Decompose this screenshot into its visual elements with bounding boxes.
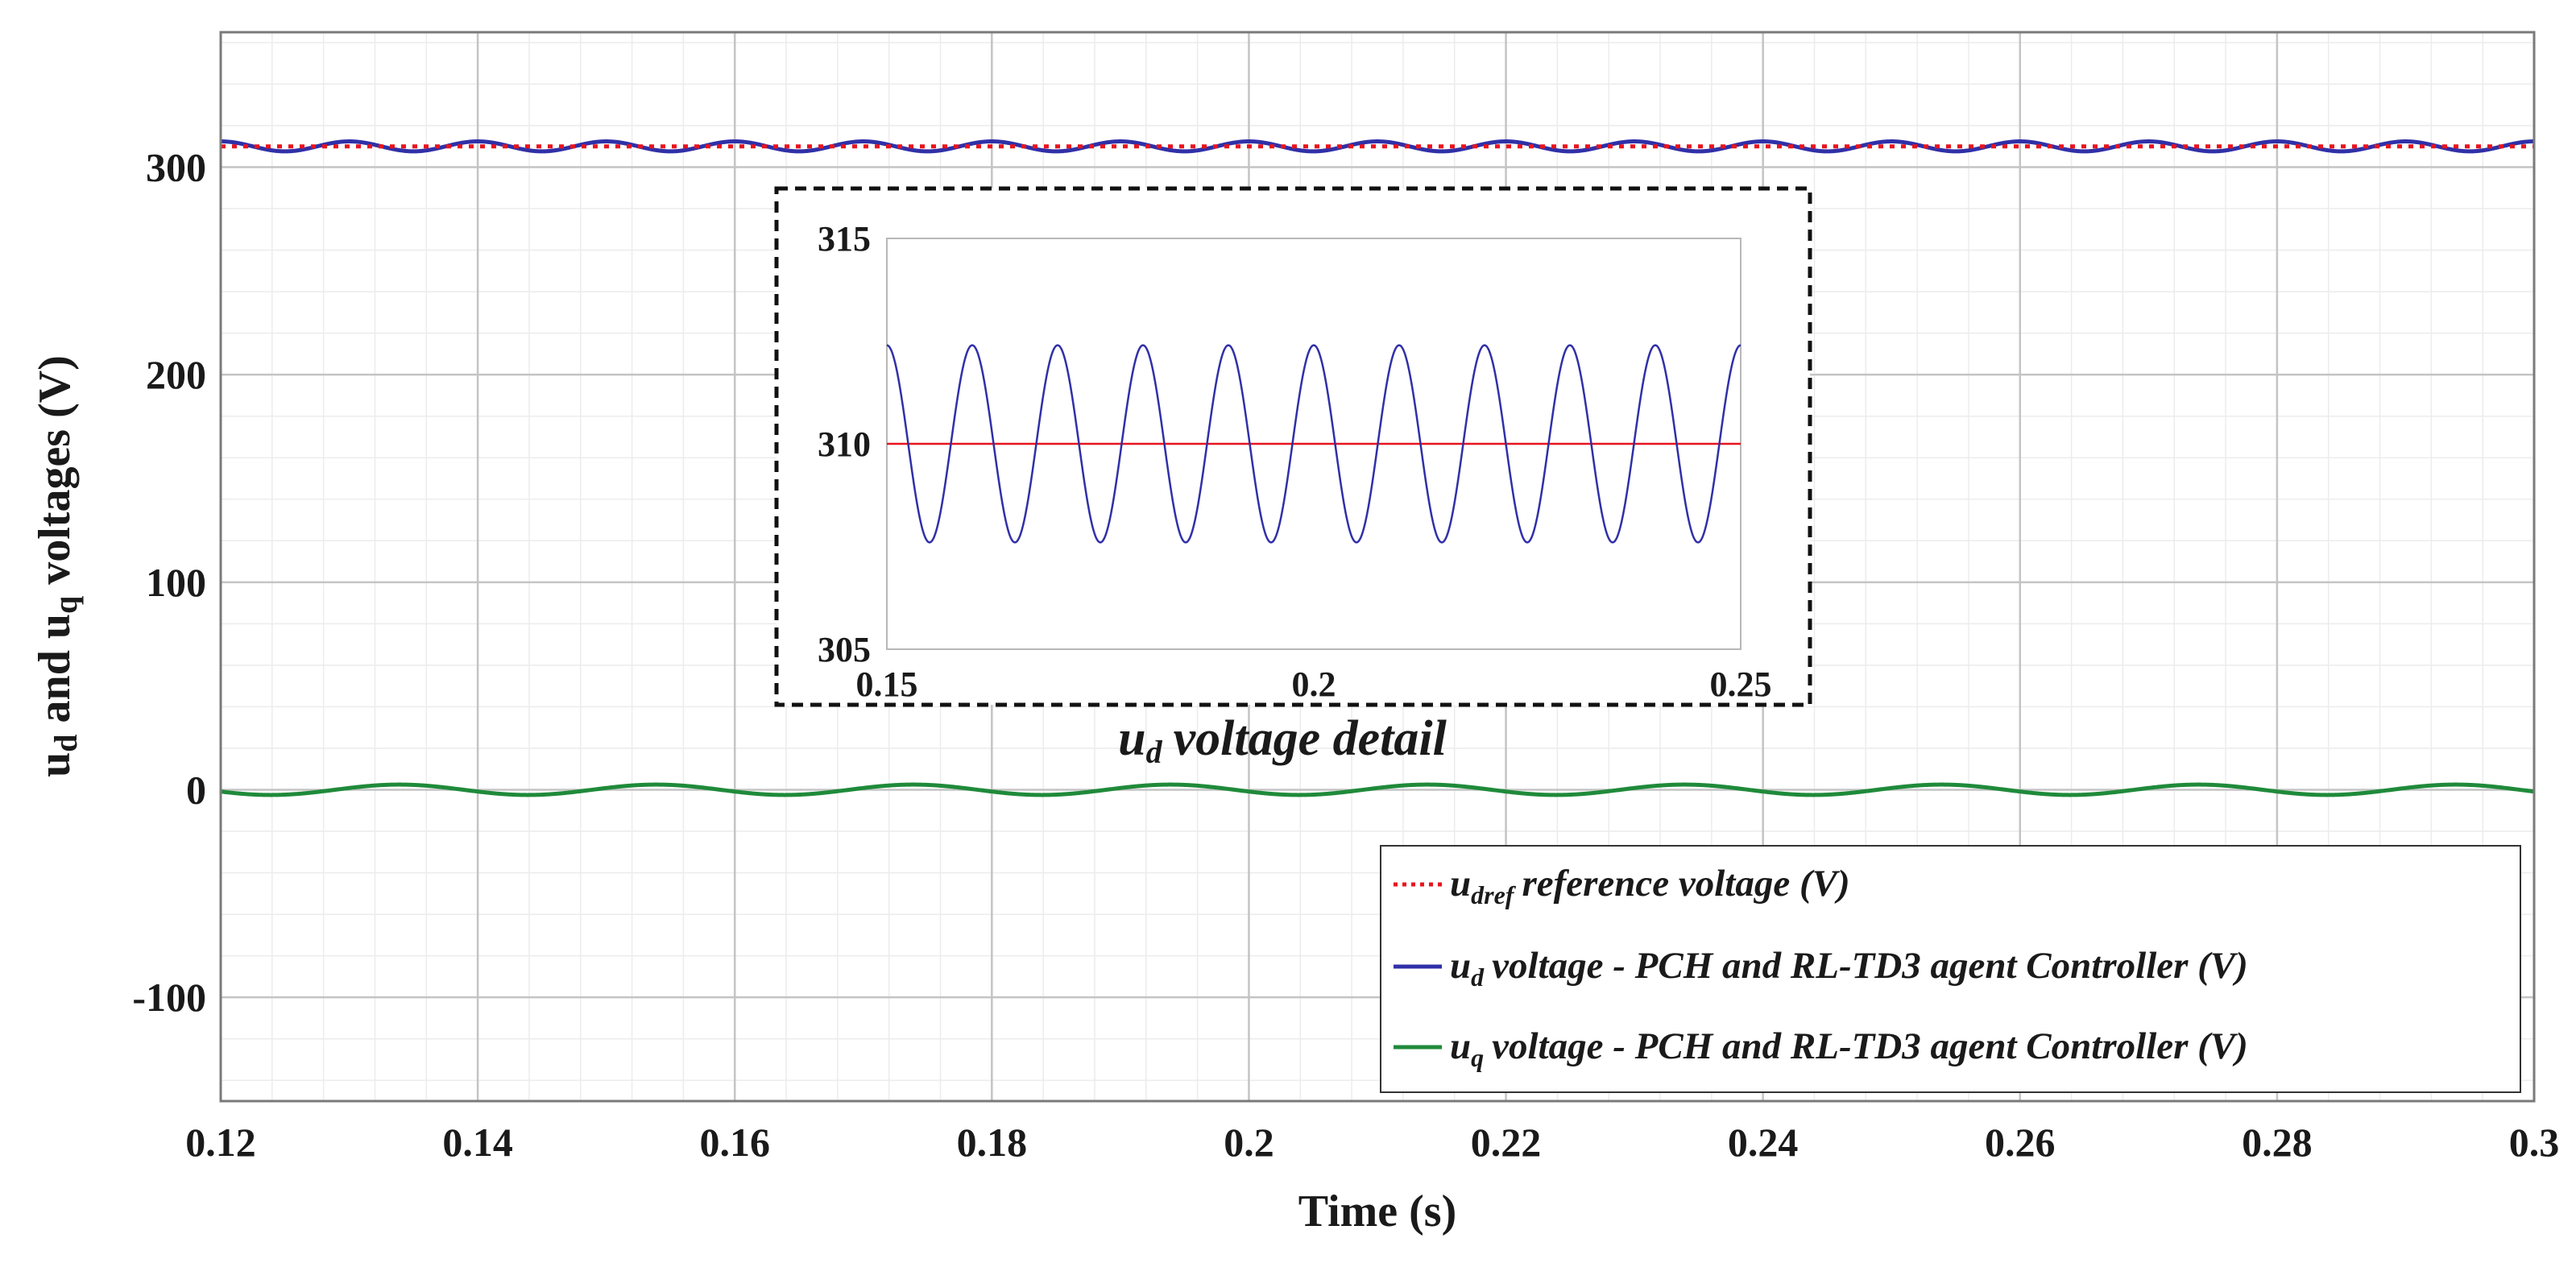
y-axis-label-rest: voltages (V) <box>30 355 80 596</box>
y-tick-label: 200 <box>146 352 206 397</box>
inset-y-tick-label: 315 <box>818 219 871 259</box>
inset-y-tick-label: 310 <box>818 424 871 464</box>
x-tick-labels: 0.12 0.14 0.16 0.18 0.2 0.22 0.24 0.26 0.28 0.3 <box>185 1120 2559 1165</box>
x-tick-label: 0.2 <box>1224 1120 1274 1165</box>
main-series <box>220 139 2535 797</box>
plot-area-frame <box>219 31 2536 1103</box>
x-tick-label: 0.3 <box>2509 1120 2560 1165</box>
legend-udref-rest: reference voltage (V) <box>1522 863 1849 905</box>
legend-box <box>1380 845 2521 1093</box>
y-axis-label-and: and u <box>30 614 80 734</box>
legend-ud-rest: voltage - PCH and RL-TD3 agent Controlle… <box>1492 945 2248 987</box>
inset-caption: ud voltage detail <box>1118 711 1447 770</box>
inset-x-tick-labels: 0.15 0.2 0.25 <box>856 665 1772 704</box>
x-tick-label: 0.16 <box>699 1120 770 1165</box>
legend-ud-main: u <box>1450 945 1471 987</box>
x-tick-label: 0.22 <box>1471 1120 1542 1165</box>
legend-ud-sub: d <box>1471 963 1485 992</box>
y-tick-label: 100 <box>146 560 206 605</box>
x-tick-label: 0.18 <box>957 1120 1028 1165</box>
x-tick-label: 0.26 <box>1985 1120 2056 1165</box>
x-tick-label: 0.12 <box>185 1120 256 1165</box>
inset-caption-sub: d <box>1146 734 1163 770</box>
inset-x-tick-label: 0.2 <box>1292 665 1336 704</box>
y-axis-label-u: u <box>30 752 80 777</box>
inset-series <box>886 344 1741 544</box>
series-line-ud_voltage <box>220 139 2535 154</box>
y-tick-label: -100 <box>132 975 206 1020</box>
x-tick-label: 0.24 <box>1728 1120 1799 1165</box>
inset-detail: 0.15 0.2 0.25 305 310 315 ud voltage detail <box>774 186 1812 770</box>
inset-caption-rest: voltage detail <box>1174 711 1447 766</box>
legend: udref reference voltage (V) ud voltage - P… <box>1380 845 2521 1093</box>
legend-entry-udref: udref reference voltage (V) <box>1450 863 1850 909</box>
inset-y-tick-labels: 305 310 315 <box>818 219 871 669</box>
legend-uq-sub: q <box>1471 1043 1484 1072</box>
y-axis-label-sub-q: q <box>48 596 84 614</box>
legend-udref-sub: dref <box>1471 880 1517 909</box>
inset-series-line-ud_voltage <box>886 344 1741 544</box>
y-axis-label-sub-d: d <box>48 734 84 752</box>
series-line-uq_voltage <box>220 782 2535 797</box>
x-tick-label: 0.14 <box>442 1120 513 1165</box>
legend-entry-uq: uq voltage - PCH and RL-TD3 agent Control… <box>1450 1025 2248 1072</box>
x-axis-label: Time (s) <box>1298 1186 1457 1236</box>
x-tick-label: 0.28 <box>2242 1120 2313 1165</box>
y-axis-label: ud and uq voltages (V) <box>30 355 84 777</box>
legend-entry-ud: ud voltage - PCH and RL-TD3 agent Control… <box>1450 945 2248 992</box>
y-tick-labels: -100 0 100 200 300 <box>132 144 206 1020</box>
y-tick-label: 0 <box>186 767 206 812</box>
legend-uq-rest: voltage - PCH and RL-TD3 agent Controlle… <box>1492 1025 2248 1067</box>
legend-udref-main: u <box>1450 863 1471 905</box>
inset-x-tick-label: 0.15 <box>856 665 918 704</box>
y-tick-label: 300 <box>146 144 206 189</box>
legend-uq-main: u <box>1450 1025 1471 1067</box>
inset-caption-u: u <box>1118 711 1145 766</box>
inset-x-tick-label: 0.25 <box>1710 665 1772 704</box>
inset-y-tick-label: 305 <box>818 630 871 669</box>
